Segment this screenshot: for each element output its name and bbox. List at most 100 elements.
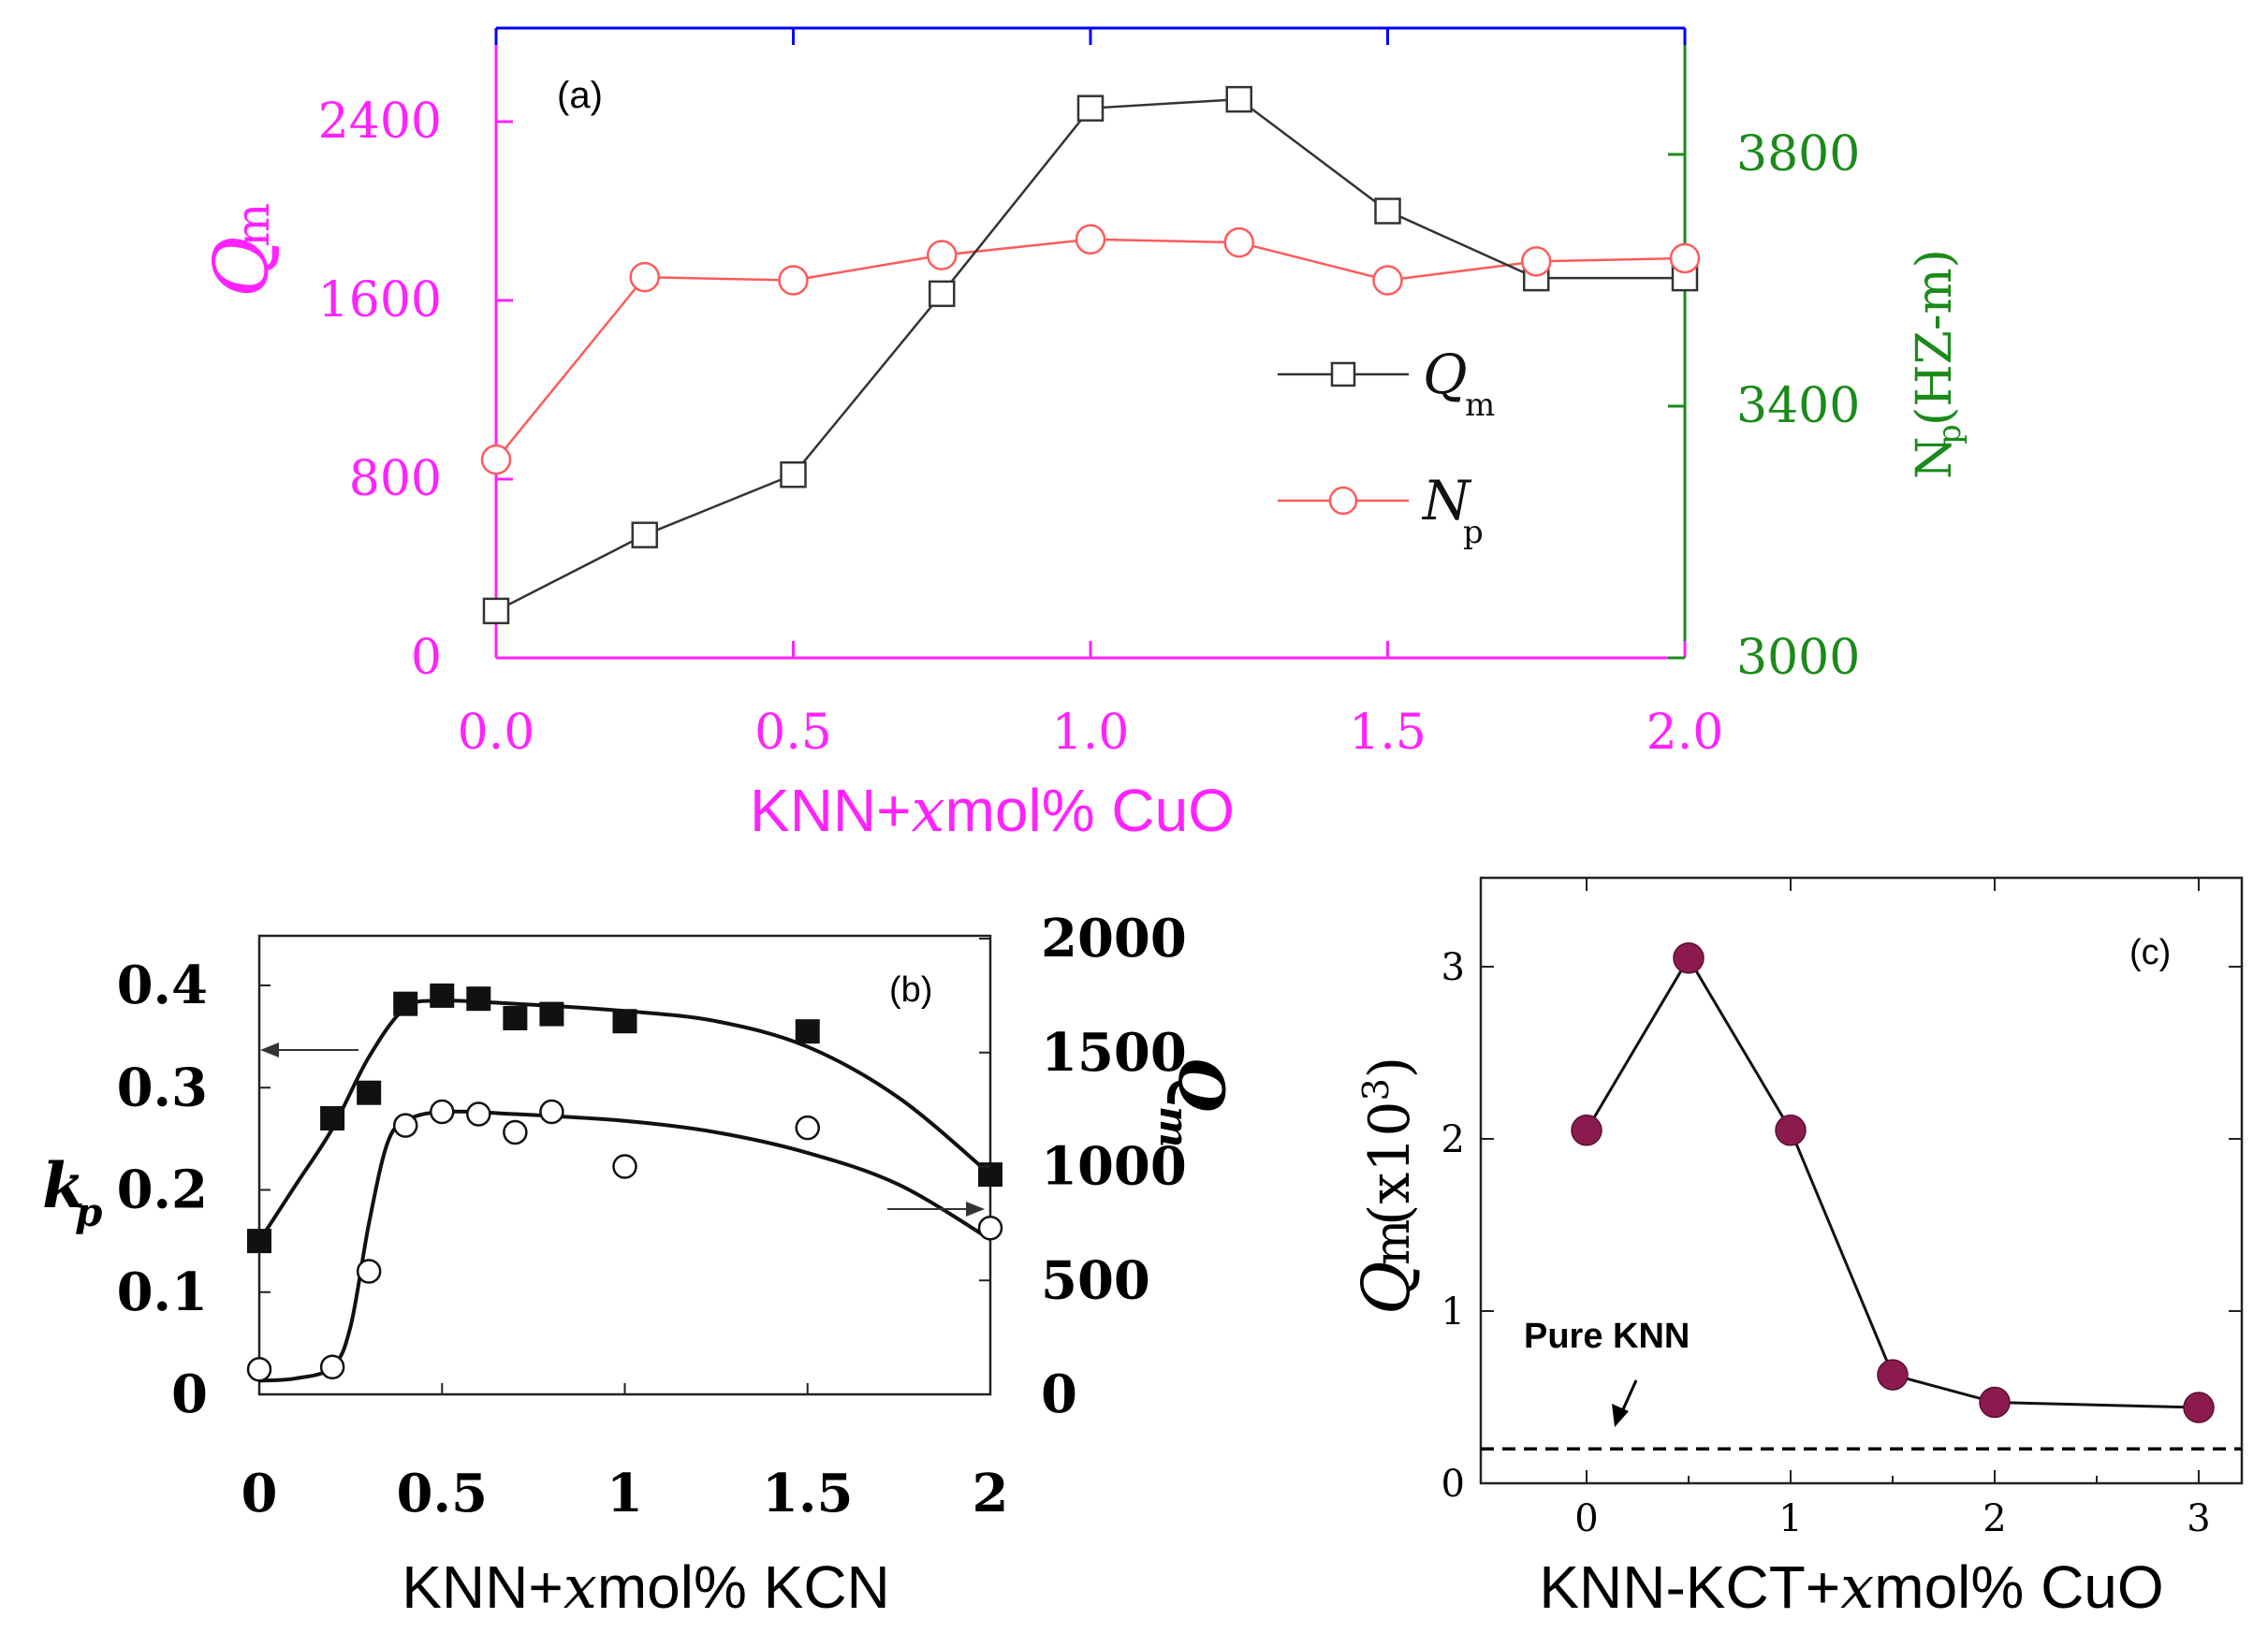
panel-a-right-tick-label: 3400	[1736, 378, 1860, 434]
kp-point	[466, 986, 491, 1012]
panel-a-label: (a)	[557, 75, 603, 116]
qm-fit-curve	[258, 1109, 992, 1383]
panel-b-qm-arrow	[887, 1202, 985, 1217]
panel-a-left-tick-label: 1600	[318, 272, 442, 328]
panel-b-x-tick-label: 0	[241, 1463, 278, 1524]
kp-point	[539, 1001, 564, 1027]
panel-c-frame	[1479, 876, 2244, 1485]
panel-c-left-tick-label: 0	[1441, 1463, 1465, 1506]
panel-b-right-tick-label: 500	[1041, 1249, 1150, 1311]
panel-a-left-axis-label: Q m	[198, 203, 285, 298]
kp-point	[320, 1106, 345, 1131]
panel-a-x-tick-label: 1.5	[1349, 705, 1427, 761]
np-point	[1223, 226, 1254, 258]
panel-a-qm-label-sub: m	[226, 203, 280, 247]
panel-a-np-label-unit: (HZ-m)	[1907, 249, 1963, 426]
panel-b-left-tick-label: 0.4	[117, 955, 208, 1016]
qm-point	[1775, 1115, 1807, 1146]
qm-point	[1076, 95, 1105, 122]
panel-b-x-tick-label: 2	[973, 1463, 1009, 1524]
qm-point	[1571, 1115, 1602, 1146]
panel-b-right-tick-label: 0	[1041, 1363, 1077, 1425]
panel-b-left-tick-label: 0.3	[117, 1057, 208, 1118]
panel-a-x-tick-label: 0.5	[754, 705, 832, 761]
np-point	[778, 265, 809, 296]
panel-a-left-tick-label: 0	[411, 630, 442, 686]
qm-point	[780, 460, 807, 488]
panel-b-x-tick-label: 1	[607, 1463, 643, 1524]
qm-point	[2183, 1392, 2215, 1423]
panel-b-x-axis-label: KNN+xmol% KCN	[402, 1553, 890, 1623]
legend-np-sub: p	[1463, 514, 1484, 551]
pure-knn-label: Pure KNN	[1524, 1317, 1690, 1356]
qm-point	[1979, 1386, 2011, 1419]
qm-point	[612, 1154, 637, 1179]
panel-b-x-tick-label: 1.5	[762, 1463, 853, 1524]
panel-c-y-axis-label: Q m (x103)	[1348, 1057, 1425, 1315]
panel-c-qm-label-unit: (x103)	[1355, 1057, 1423, 1226]
panel-c-qm-label-sub: m	[1365, 1219, 1421, 1265]
panel-b-left-axis-label: k p	[42, 1149, 102, 1235]
panel-c-left-tick-label: 3	[1441, 946, 1465, 989]
panel-a-qm-label-main: Q	[198, 236, 285, 298]
kp-point	[247, 1229, 271, 1254]
panel-c-x-tick-label: 0	[1574, 1497, 1598, 1540]
np-point	[1521, 246, 1552, 277]
qm-point	[1877, 1359, 1909, 1391]
pure-knn-arrow	[1612, 1379, 1638, 1427]
qm-point	[430, 1099, 455, 1125]
panel-c-x-tick-label: 2	[1983, 1497, 2006, 1540]
panel-a: 0.0 0.5 1.0 1.5 2.0080016002400300034003800 …	[198, 26, 1968, 846]
qm-point	[631, 521, 658, 548]
qm-point	[392, 1113, 418, 1138]
panel-c-qm-label-main: Q	[1348, 1261, 1425, 1315]
qm-point	[319, 1354, 345, 1380]
panel-b-x-tick-label: 0.5	[397, 1463, 488, 1524]
np-point	[629, 261, 660, 293]
qm-series-line	[1585, 955, 2200, 1409]
panel-b-right-tick-label: 1000	[1041, 1136, 1187, 1198]
legend-np-marker	[1328, 486, 1358, 516]
qm-point	[795, 1115, 820, 1141]
panel-a-legend: Q m N p	[1278, 343, 1495, 551]
qm-point	[1225, 85, 1252, 113]
np-point	[1669, 242, 1701, 274]
panel-b-left-tick-label: 0	[171, 1363, 208, 1425]
qm-point	[466, 1101, 491, 1127]
kp-point	[357, 1080, 382, 1105]
panel-b-right-axis-label: Q m	[1151, 1057, 1237, 1147]
panel-c: 0 1 2 3 0 1 2 3 (c) Q m (x103) KNN-KCT+xmol% Cu…	[1348, 876, 2244, 1623]
panel-a-left-tick-label: 800	[349, 451, 442, 507]
panel-a-x-axis-label: KNN+xmol% CuO	[750, 777, 1235, 846]
panel-b-kp-label-sub: p	[75, 1189, 102, 1235]
panel-b-kp-label-main: k	[42, 1149, 85, 1222]
legend-qm-label: Q	[1423, 343, 1468, 406]
kp-point	[430, 983, 455, 1008]
panel-b-qm-label-sub: m	[1151, 1106, 1197, 1147]
panel-b-kp-arrow	[260, 1042, 358, 1057]
panel-b-right-tick-label: 1500	[1041, 1022, 1187, 1084]
np-point	[1075, 224, 1106, 255]
qm-point	[246, 1356, 272, 1382]
qm-point	[356, 1259, 382, 1284]
panel-a-x-tick-label: 1.0	[1052, 705, 1130, 761]
panel-b-left-tick-label: 0.2	[117, 1159, 208, 1221]
kp-point	[795, 1019, 820, 1044]
np-point	[480, 444, 512, 475]
panel-a-np-label-main: N	[1907, 437, 1963, 480]
panel-a-np-label-sub: p	[1931, 424, 1968, 445]
legend-qm-sub: m	[1465, 386, 1495, 424]
panel-a-left-tick-label: 2400	[318, 94, 442, 150]
panel-c-x-tick-label: 3	[2187, 1497, 2210, 1540]
panel-c-x-tick-label: 1	[1778, 1497, 1802, 1540]
qm-point	[929, 280, 956, 308]
panel-b-left-tick-label: 0.1	[117, 1261, 208, 1323]
panel-c-label: (c)	[2129, 933, 2171, 972]
panel-c-left-tick-label: 2	[1441, 1118, 1465, 1161]
kp-point	[393, 991, 418, 1016]
qm-point	[977, 1215, 1003, 1241]
qm-point	[539, 1099, 564, 1125]
panel-c-x-axis-label: KNN-KCT+xmol% CuO	[1539, 1553, 2163, 1623]
